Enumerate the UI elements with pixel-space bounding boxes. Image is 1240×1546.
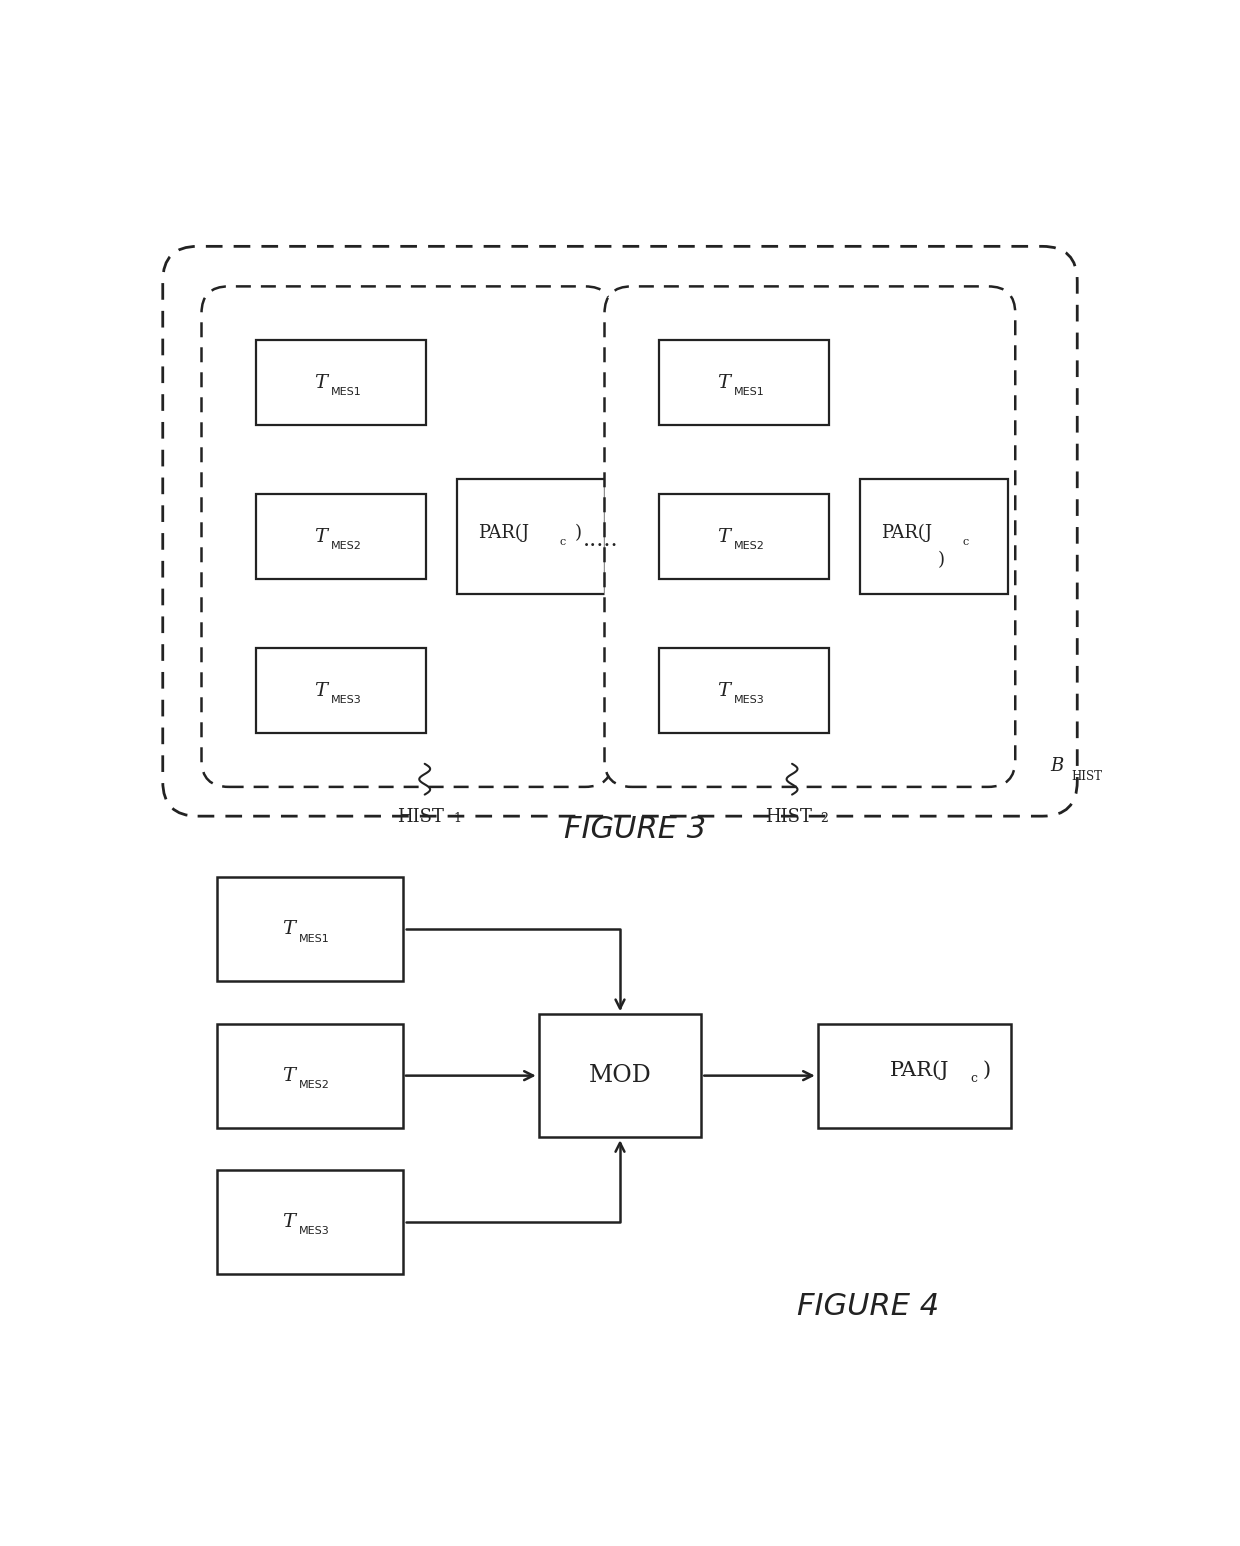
- Text: c: c: [559, 536, 565, 547]
- Text: HIST: HIST: [1071, 770, 1102, 782]
- Text: T: T: [283, 1067, 295, 1085]
- Text: MES2: MES2: [734, 541, 765, 550]
- FancyBboxPatch shape: [255, 495, 427, 580]
- Text: c: c: [971, 1073, 977, 1085]
- Text: MES2: MES2: [299, 1079, 330, 1090]
- Text: MOD: MOD: [589, 1064, 651, 1087]
- FancyBboxPatch shape: [217, 1023, 403, 1127]
- Text: MES3: MES3: [299, 1226, 330, 1237]
- Text: ): ): [937, 550, 945, 569]
- Text: 2: 2: [821, 812, 828, 824]
- Text: MES1: MES1: [331, 386, 362, 397]
- Text: PAR(J: PAR(J: [890, 1061, 949, 1081]
- Text: MES3: MES3: [331, 694, 362, 705]
- Text: T: T: [315, 527, 327, 546]
- Text: FIGURE 4: FIGURE 4: [797, 1292, 939, 1322]
- Text: T: T: [283, 1214, 295, 1231]
- Text: ): ): [983, 1061, 991, 1079]
- FancyBboxPatch shape: [861, 479, 1007, 594]
- Text: 1: 1: [454, 812, 461, 824]
- Text: HIST: HIST: [397, 807, 444, 826]
- Text: .....: .....: [583, 529, 619, 552]
- Text: T: T: [283, 920, 295, 938]
- Text: T: T: [315, 374, 327, 391]
- Text: ): ): [575, 524, 582, 541]
- FancyBboxPatch shape: [817, 1023, 1012, 1127]
- FancyBboxPatch shape: [658, 648, 830, 733]
- FancyBboxPatch shape: [605, 286, 1016, 787]
- Text: c: c: [962, 536, 968, 547]
- FancyBboxPatch shape: [201, 286, 613, 787]
- Text: HIST: HIST: [765, 807, 812, 826]
- Text: MES1: MES1: [734, 386, 765, 397]
- Text: T: T: [718, 374, 730, 391]
- Text: B: B: [1050, 758, 1064, 776]
- FancyBboxPatch shape: [658, 495, 830, 580]
- Text: FIGURE 3: FIGURE 3: [564, 815, 707, 844]
- FancyBboxPatch shape: [538, 1014, 702, 1138]
- FancyBboxPatch shape: [255, 648, 427, 733]
- Text: PAR(J: PAR(J: [882, 524, 932, 543]
- Text: T: T: [718, 682, 730, 700]
- FancyBboxPatch shape: [217, 878, 403, 982]
- Text: MES3: MES3: [734, 694, 765, 705]
- Text: T: T: [315, 682, 327, 700]
- Text: T: T: [718, 527, 730, 546]
- FancyBboxPatch shape: [658, 340, 830, 425]
- Text: MES1: MES1: [299, 934, 330, 943]
- Text: PAR(J: PAR(J: [479, 524, 529, 543]
- FancyBboxPatch shape: [458, 479, 605, 594]
- FancyBboxPatch shape: [255, 340, 427, 425]
- Text: MES2: MES2: [331, 541, 362, 550]
- FancyBboxPatch shape: [162, 246, 1078, 816]
- FancyBboxPatch shape: [217, 1170, 403, 1274]
